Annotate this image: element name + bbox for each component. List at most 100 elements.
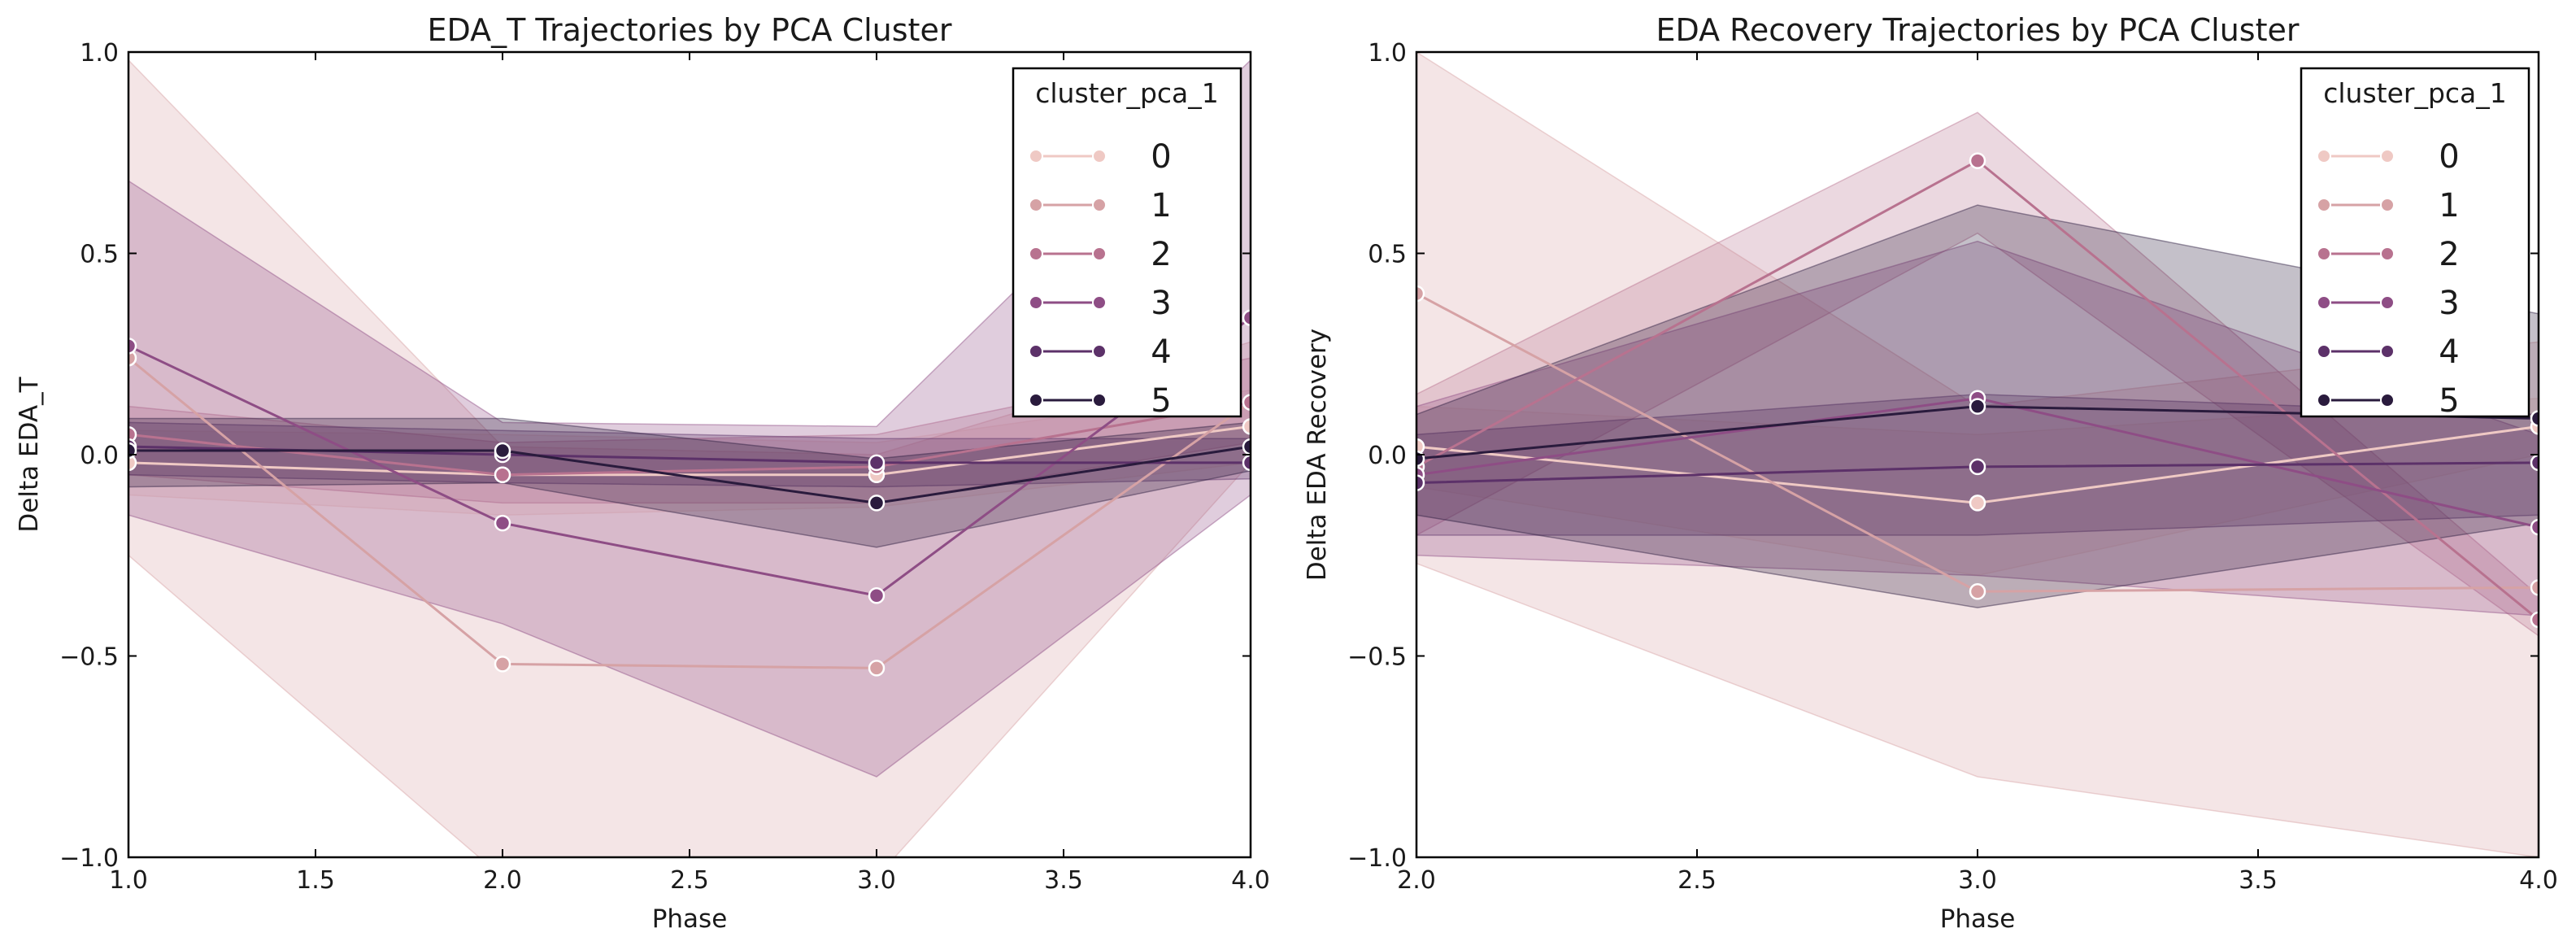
legend-marker-1 (1092, 198, 1107, 212)
y-tick-label: 0.5 (1368, 241, 1407, 269)
legend-marker-2 (2380, 246, 2395, 261)
data-point-series-2 (1242, 394, 1251, 411)
legend-label-2: 2 (1151, 236, 1171, 273)
legend-marker-5 (1092, 393, 1107, 407)
data-point-series-3 (128, 338, 137, 355)
chart-title: EDA Recovery Trajectories by PCA Cluster (1656, 12, 2300, 48)
data-point-series-0 (1416, 438, 1425, 455)
legend-label-1: 1 (2439, 187, 2459, 224)
plot-area (1416, 52, 2539, 857)
legend-marker-1 (1029, 198, 1043, 212)
data-point-series-1 (1969, 583, 1986, 600)
legend-label-0: 0 (2439, 138, 2459, 176)
data-point-series-4 (2530, 454, 2539, 472)
legend-label-4: 4 (2439, 333, 2459, 371)
legend-marker-4 (2380, 344, 2395, 359)
data-point-series-1 (1416, 285, 1425, 303)
series-line-3 (128, 316, 1251, 597)
y-tick-label: −0.5 (59, 643, 119, 672)
data-point-series-3 (868, 587, 886, 604)
chart-eda-t: 1.0 1.5 2.0 2.5 3.0 3.5 4.0 −1.0 −0.5 0.0 0.5 1.0 ED… (15, 12, 1270, 934)
y-tick-label: 0.0 (1368, 442, 1407, 470)
x-tick-label: 2.0 (1397, 866, 1436, 895)
series-line-2 (128, 401, 1251, 477)
data-point-series-5 (1242, 438, 1251, 455)
legend: cluster_pca_1 0 1 2 3 4 5 (2300, 67, 2530, 420)
x-tick-label: 3.0 (857, 866, 896, 895)
data-point-series-4 (1416, 474, 1425, 491)
data-point-series-1 (128, 349, 137, 367)
legend-label-3: 3 (1151, 285, 1171, 322)
y-tick-label: −1.0 (59, 844, 119, 873)
legend-label-5: 5 (1151, 382, 1171, 420)
y-tick-label: −0.5 (1347, 643, 1407, 672)
data-point-series-5 (868, 495, 886, 512)
x-tick-label: 1.0 (109, 866, 148, 895)
x-axis-label: Phase (652, 904, 728, 934)
x-tick-label: 2.0 (483, 866, 522, 895)
series-line-5 (128, 445, 1251, 504)
series-line-0 (128, 425, 1251, 477)
legend-marker-2 (1029, 246, 1043, 261)
legend-label-3: 3 (2439, 285, 2459, 322)
legend-marker-3 (2380, 295, 2395, 310)
data-point-series-2 (128, 426, 137, 443)
legend-title: cluster_pca_1 (2323, 77, 2507, 109)
data-point-series-0 (1969, 495, 1986, 512)
y-axis-label: Delta EDA Recovery (1303, 329, 1332, 581)
data-point-series-5 (2530, 410, 2539, 427)
legend-marker-4 (2317, 344, 2331, 359)
legend-marker-2 (1092, 246, 1107, 261)
y-tick-label: −1.0 (1347, 844, 1407, 873)
y-tick-label: 1.0 (1368, 39, 1407, 68)
legend-title: cluster_pca_1 (1035, 77, 1219, 109)
legend-label-0: 0 (1151, 138, 1171, 176)
data-point-series-5 (1969, 398, 1986, 415)
x-tick-label: 3.5 (2239, 866, 2278, 895)
legend-box (1012, 67, 1242, 418)
data-point-series-4 (1969, 458, 1986, 476)
y-tick-label: 0.5 (80, 241, 119, 269)
legend-marker-0 (1092, 149, 1107, 163)
data-point-series-2 (494, 466, 511, 483)
data-point-series-2 (1969, 152, 1986, 169)
x-tick-label: 2.5 (1677, 866, 1717, 895)
legend-label-4: 4 (1151, 333, 1171, 371)
data-point-series-3 (2530, 518, 2539, 536)
x-axis-label: Phase (1940, 904, 2016, 934)
data-point-series-1 (494, 656, 511, 673)
y-axis-label: Delta EDA_T (15, 376, 44, 532)
legend-label-1: 1 (1151, 187, 1171, 224)
legend-marker-4 (1092, 344, 1107, 359)
ci-band-series-0 (128, 390, 1251, 516)
chart-title: EDA_T Trajectories by PCA Cluster (428, 12, 952, 48)
legend-marker-0 (2380, 149, 2395, 163)
series-line-1 (128, 357, 1251, 669)
chart-eda-recovery: 2.0 2.5 3.0 3.5 4.0 −1.0 −0.5 0.0 0.5 1.0 EDA Reco… (1303, 12, 2558, 934)
ci-band-series-3 (128, 59, 1251, 778)
x-tick-label: 4.0 (1231, 866, 1270, 895)
x-tick-label: 1.5 (296, 866, 335, 895)
data-point-series-2 (2530, 611, 2539, 629)
legend-box (2300, 67, 2530, 418)
legend-marker-3 (1092, 295, 1107, 310)
x-tick-label: 3.5 (1044, 866, 1083, 895)
x-tick-label: 4.0 (2519, 866, 2558, 895)
data-point-series-5 (494, 442, 511, 460)
legend-marker-4 (1029, 344, 1043, 359)
data-point-series-0 (128, 454, 137, 472)
legend-marker-1 (2380, 198, 2395, 212)
legend-label-5: 5 (2439, 382, 2459, 420)
ci-band-series-3 (1416, 240, 2539, 617)
ci-band-series-2 (128, 357, 1251, 504)
legend-marker-1 (2317, 198, 2331, 212)
data-point-series-1 (868, 660, 886, 677)
y-tick-label: 0.0 (80, 442, 119, 470)
data-point-series-1 (2530, 579, 2539, 596)
y-tick-label: 1.0 (80, 39, 119, 68)
legend-marker-5 (1029, 393, 1043, 407)
legend-marker-2 (2317, 246, 2331, 261)
data-point-series-0 (1242, 418, 1251, 435)
legend-marker-3 (1029, 295, 1043, 310)
